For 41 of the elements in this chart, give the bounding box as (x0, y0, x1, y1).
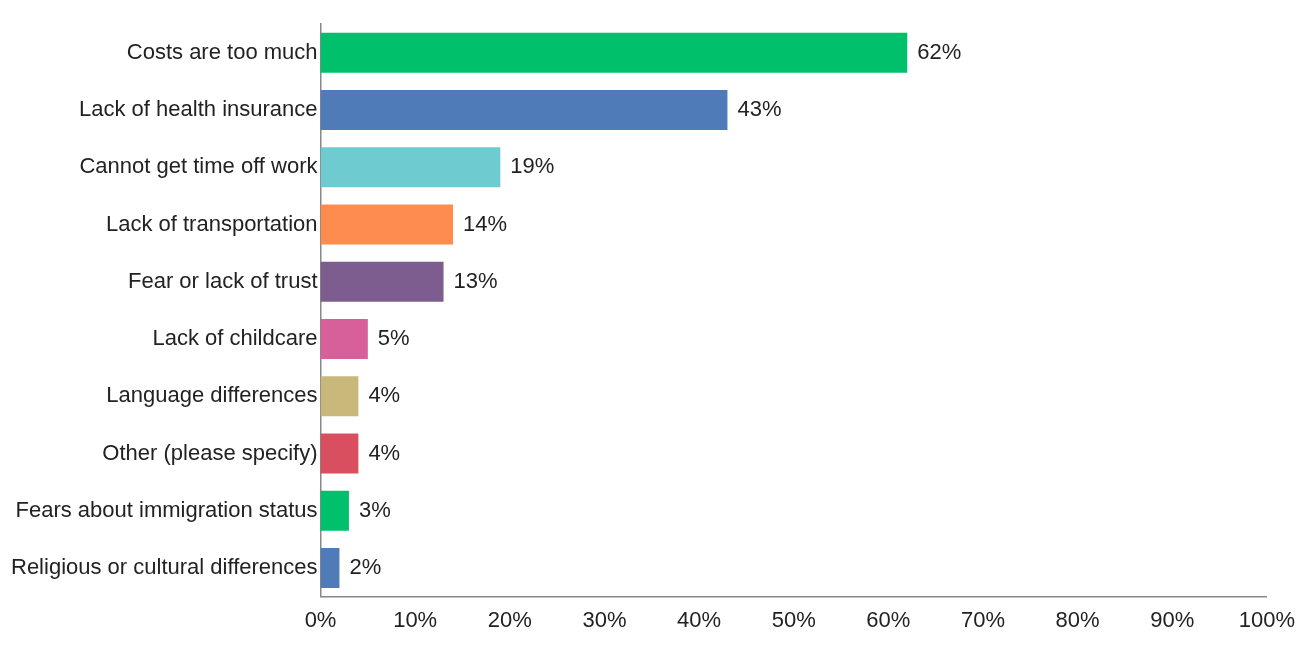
x-tick-label: 60% (866, 606, 911, 632)
bar (320, 376, 359, 417)
x-tick-label: 90% (1150, 606, 1195, 632)
data-label: 13% (453, 267, 498, 293)
bar (320, 318, 368, 360)
data-label: 3% (358, 496, 391, 522)
x-tick-label: 20% (487, 606, 532, 632)
data-label: 4% (368, 439, 401, 465)
data-label: 14% (463, 210, 508, 236)
data-label: 43% (737, 96, 782, 122)
x-tick-label: 30% (582, 606, 627, 632)
bar (320, 90, 728, 131)
y-tick-label: Lack of health insurance (79, 96, 318, 122)
y-tick-label: Fear or lack of trust (128, 267, 318, 293)
y-tick-label: Other (please specify) (102, 439, 318, 465)
bar (320, 204, 454, 245)
y-tick-label: Lack of childcare (152, 325, 318, 351)
data-label: 5% (377, 325, 410, 351)
y-tick-label: Cannot get time off work (79, 153, 319, 179)
x-tick-label: 0% (304, 606, 337, 632)
bar (320, 32, 908, 73)
x-tick-label: 40% (677, 606, 722, 632)
x-tick-label: 80% (1055, 606, 1100, 632)
data-label: 19% (510, 153, 555, 179)
data-label: 2% (349, 554, 382, 580)
y-tick-label: Religious or cultural differences (11, 554, 318, 580)
x-tick-label: 50% (771, 606, 816, 632)
data-label: 4% (368, 382, 401, 408)
bar (320, 490, 349, 531)
bar (320, 261, 444, 302)
x-tick-label: 10% (393, 606, 438, 632)
y-tick-label: Costs are too much (126, 38, 318, 64)
x-tick-label: 100% (1238, 606, 1296, 632)
bar (320, 433, 359, 474)
x-tick-label: 70% (960, 606, 1005, 632)
y-tick-label: Lack of transportation (105, 210, 318, 236)
y-tick-label: Fears about immigration status (15, 496, 318, 522)
y-tick-label: Language differences (106, 382, 318, 408)
bar (320, 147, 501, 188)
data-label: 62% (917, 38, 962, 64)
bar (320, 547, 340, 589)
